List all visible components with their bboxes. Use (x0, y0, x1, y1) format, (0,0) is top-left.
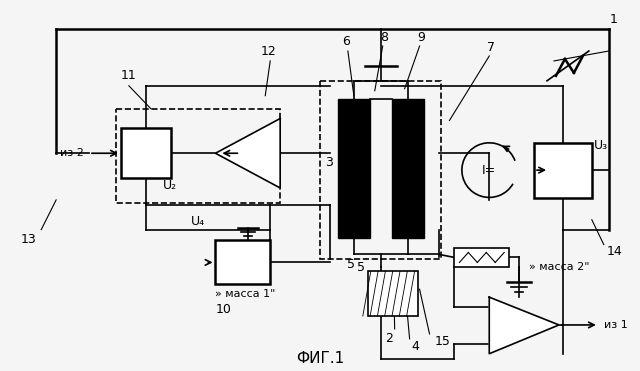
Bar (116, 109, 280, 203)
Text: I=: I= (482, 164, 497, 177)
Text: 5: 5 (357, 261, 365, 274)
Text: 3: 3 (325, 156, 333, 169)
Text: 9: 9 (418, 31, 426, 44)
Text: из 1: из 1 (604, 320, 627, 330)
Bar (338, 99, 370, 237)
Text: 1: 1 (610, 13, 618, 26)
Polygon shape (489, 297, 559, 354)
Text: 2: 2 (385, 332, 393, 345)
Bar (534, 143, 592, 198)
Bar (454, 247, 509, 267)
Bar (216, 240, 270, 284)
Text: 8: 8 (380, 31, 388, 44)
Bar (392, 99, 424, 237)
Bar (320, 81, 442, 259)
Polygon shape (216, 118, 280, 188)
Text: » масса 2": » масса 2" (529, 262, 589, 272)
Text: 7: 7 (487, 40, 495, 53)
Text: из 2: из 2 (60, 148, 84, 158)
Text: 4: 4 (412, 340, 419, 353)
Text: 10: 10 (216, 303, 231, 316)
Text: » масса 1": » масса 1" (216, 289, 276, 299)
Text: 14: 14 (607, 245, 623, 258)
Bar (121, 128, 171, 178)
Text: 15: 15 (435, 335, 451, 348)
Text: 11: 11 (121, 69, 137, 82)
Text: U₂: U₂ (163, 178, 177, 191)
Text: 5: 5 (347, 258, 355, 271)
Text: 6: 6 (342, 35, 350, 47)
Text: 12: 12 (260, 45, 276, 58)
Text: ФИГ.1: ФИГ.1 (296, 351, 344, 366)
Text: 13: 13 (20, 233, 36, 246)
Text: U₃: U₃ (594, 139, 608, 152)
Text: U₄: U₄ (191, 215, 205, 228)
Bar (368, 271, 417, 316)
